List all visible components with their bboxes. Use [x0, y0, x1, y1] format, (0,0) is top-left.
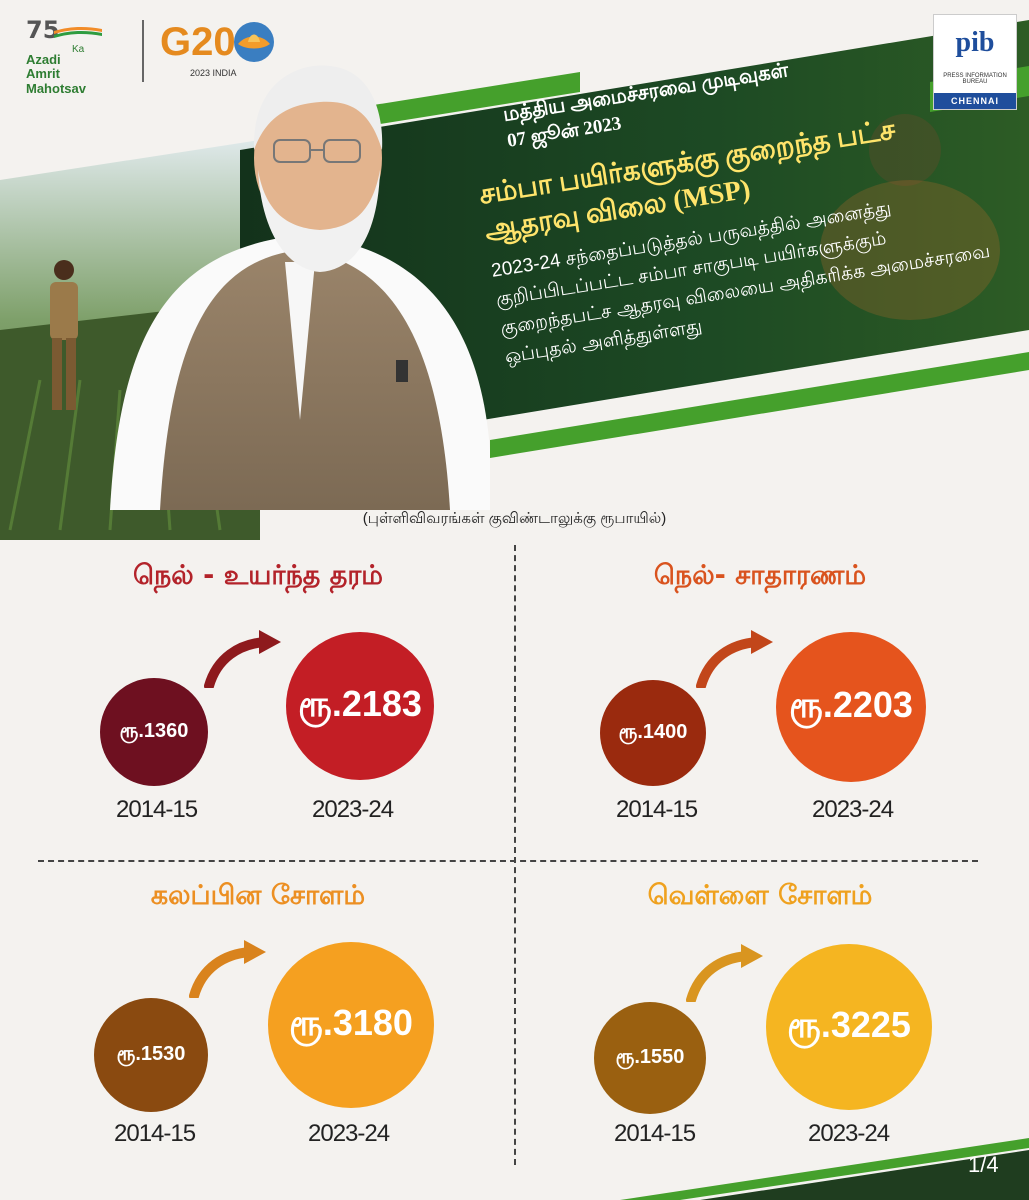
year-2024-label: 2023-24 — [312, 796, 394, 823]
year-2024-label: 2023-24 — [308, 1120, 390, 1147]
lotus-globe-icon — [234, 22, 274, 62]
azadi-ka-amrit-mahotsav-logo: 75 Azadi Ka Amrit Mahotsav — [22, 16, 122, 96]
farmer-figure — [50, 260, 78, 410]
azadi-text: Azadi — [26, 52, 61, 67]
ka-text: Ka — [72, 44, 85, 55]
price-2014-circle: ரூ.1550 — [594, 1002, 706, 1114]
year-2014-label: 2014-15 — [116, 796, 198, 823]
crop-panel-paddy-grade-a: நெல் - உயர்ந்த தரம் ரூ.1360 ரூ.2183 2014… — [38, 560, 478, 860]
crop-panel-paddy-common: நெல்- சாதாரணம் ரூ.1400 ரூ.2203 2014-15 2… — [540, 560, 980, 860]
increase-arrow-icon — [189, 940, 266, 998]
price-2024-circle: ரூ.2203 — [776, 632, 926, 782]
price-2014-circle: ரூ.1360 — [100, 678, 208, 786]
banner-background — [0, 0, 1029, 540]
g20-logo: G20 2023 INDIA — [160, 16, 280, 86]
vertical-divider — [514, 545, 516, 1165]
amrit-mahotsav-text: Amrit Mahotsav — [26, 66, 86, 96]
price-2024-circle: ரூ.3180 — [268, 942, 434, 1108]
year-2014-label: 2014-15 — [616, 796, 698, 823]
increase-arrow-icon — [686, 944, 763, 1002]
logo-divider — [142, 20, 144, 82]
crop-title: நெல் - உயர்ந்த தரம் — [132, 560, 384, 591]
year-2014-label: 2014-15 — [114, 1120, 196, 1147]
price-2024-circle: ரூ.3225 — [766, 944, 932, 1110]
horizontal-divider — [38, 860, 978, 862]
increase-arrow-icon — [696, 630, 773, 688]
page-number: 1/4 — [968, 1152, 999, 1177]
year-2024-label: 2023-24 — [808, 1120, 890, 1147]
year-2014-label: 2014-15 — [614, 1120, 696, 1147]
price-2014-circle: ரூ.1530 — [94, 998, 208, 1112]
pib-city-label: CHENNAI — [934, 93, 1016, 109]
header-banner: 75 Azadi Ka Amrit Mahotsav G20 2023 INDI… — [0, 0, 1029, 540]
footer-corner — [620, 1138, 1029, 1200]
portrait-figure — [110, 65, 490, 510]
crop-title: நெல்- சாதாரணம் — [653, 560, 867, 591]
crop-panel-white-jowar: வெள்ளை சோளம் ரூ.1550 ரூ.3225 2014-15 202… — [540, 880, 980, 1180]
price-2024-circle: ரூ.2183 — [286, 632, 434, 780]
unit-note: (புள்ளிவிவரங்கள் குவிண்டாலுக்கு ரூபாயில்… — [362, 510, 667, 527]
price-2014-circle: ரூ.1400 — [600, 680, 706, 786]
logo-strip: 75 Azadi Ka Amrit Mahotsav G20 2023 INDI… — [22, 16, 280, 96]
increase-arrow-icon — [204, 630, 281, 688]
crop-title: வெள்ளை சோளம் — [647, 880, 873, 911]
year-2024-label: 2023-24 — [812, 796, 894, 823]
crop-panel-hybrid-jowar: கலப்பின சோளம் ரூ.1530 ரூ.3180 2014-15 20… — [38, 880, 478, 1180]
flag-swoosh-icon — [54, 26, 102, 38]
pib-logo: pib PRESS INFORMATION BUREAU CHENNAI — [933, 14, 1017, 110]
crop-title: கலப்பின சோளம் — [150, 880, 366, 911]
